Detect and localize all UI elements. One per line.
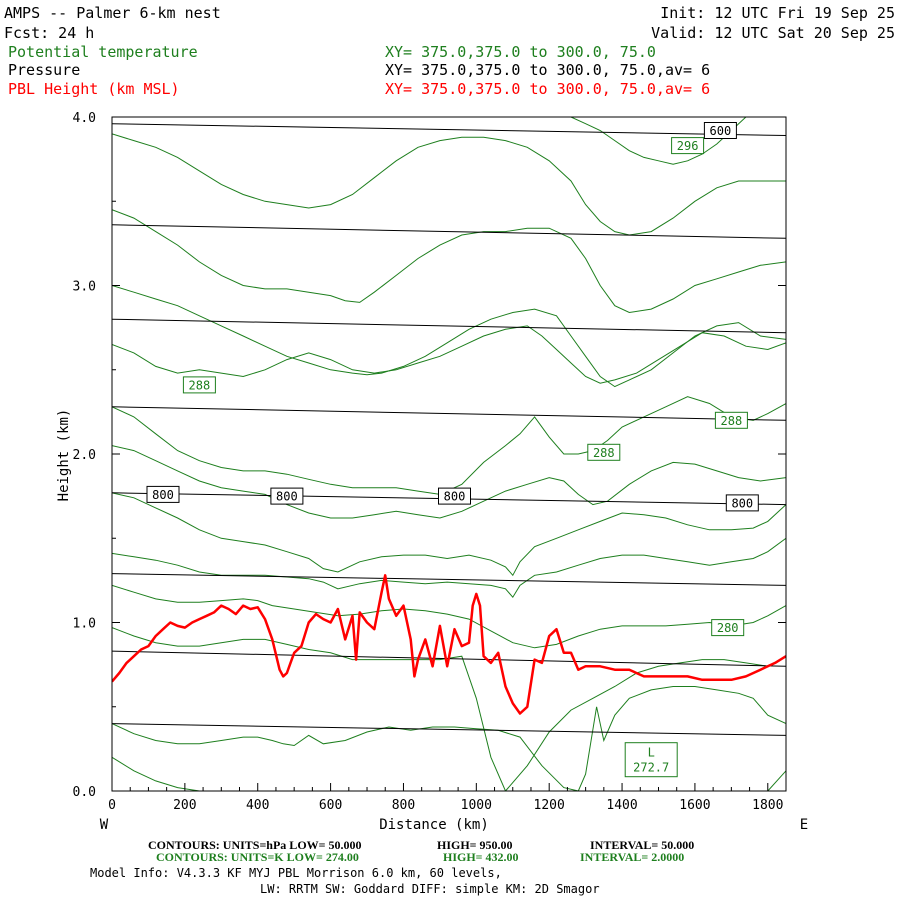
- theta-contour-7: [112, 396, 786, 495]
- theta-contour-8: [112, 325, 786, 384]
- theta-label-2-text: 288: [593, 446, 615, 460]
- isobar-650: [112, 224, 786, 239]
- theta-label-4: 280: [711, 619, 745, 637]
- field-pressure-name: Pressure: [8, 61, 80, 79]
- theta-label-1-text: 288: [189, 378, 211, 392]
- x-tick-label-0: 0: [108, 798, 116, 813]
- low-value: 272.7: [633, 761, 669, 775]
- field-pressure-xy: XY= 375.0,375.0 to 300.0, 75.0,av= 6: [385, 61, 710, 79]
- valid-time: Valid: 12 UTC Sat 20 Sep 25: [651, 24, 895, 42]
- pbl-height-line: [112, 574, 786, 715]
- x-tick-label-1600: 1600: [679, 798, 710, 813]
- theta-contour-10: [112, 209, 786, 314]
- init-time: Init: 12 UTC Fri 19 Sep 25: [660, 4, 895, 22]
- isobar-750: [112, 406, 786, 421]
- theta-contour-3: [112, 584, 786, 649]
- isobar-950: [112, 723, 786, 736]
- x-tick-label-600: 600: [319, 798, 342, 813]
- model-info-line2: LW: RRTM SW: Goddard DIFF: simple KM: 2D…: [260, 882, 600, 896]
- field-pbl-name: PBL Height (km MSL): [8, 80, 180, 98]
- theta-contour-5: [112, 492, 786, 577]
- theta-label-3: 288: [714, 411, 748, 429]
- isobar-700: [112, 318, 786, 334]
- y-axis-label: Height (km): [56, 409, 72, 502]
- theta-label-1: 288: [182, 376, 216, 394]
- theta-contour-1: [112, 686, 786, 791]
- y-tick-label-1: 1.0: [73, 617, 96, 632]
- isobar-label-2-text: 800: [276, 490, 298, 504]
- y-tick-label-2: 2.0: [73, 448, 96, 463]
- isobar-label-1-text: 800: [152, 488, 174, 502]
- theta-label-3-text: 288: [721, 414, 743, 428]
- isobar-label-1: 800: [146, 485, 180, 503]
- theta-contour-12: [549, 117, 747, 165]
- theta-contour-high: HIGH= 432.00: [443, 850, 519, 864]
- x-tick-label-200: 200: [173, 798, 196, 813]
- theta-label-0-text: 296: [677, 139, 699, 153]
- x-tick-label-400: 400: [246, 798, 269, 813]
- theta-contour-11: [112, 133, 786, 236]
- y-tick-label-4: 4.0: [73, 111, 96, 126]
- isobar-850: [112, 573, 786, 586]
- isobar-600: [112, 123, 786, 136]
- forecast-hour: Fcst: 24 h: [4, 24, 94, 42]
- x-tick-label-800: 800: [392, 798, 415, 813]
- chart-title: AMPS -- Palmer 6-km nest: [4, 4, 221, 22]
- x-tick-label-1400: 1400: [606, 798, 637, 813]
- isobar-label-4: 800: [725, 494, 759, 512]
- x-tick-label-1000: 1000: [461, 798, 492, 813]
- y-tick-label-3: 3.0: [73, 280, 96, 295]
- pbl-height-series: [112, 574, 786, 715]
- x-axis-label: Distance (km): [379, 817, 489, 833]
- model-info-line1: Model Info: V4.3.3 KF MYJ PBL Morrison 6…: [90, 866, 502, 880]
- pressure-contour-info: CONTOURS: UNITS=hPa LOW= 50.000: [148, 838, 362, 852]
- x-tick-label-1800: 1800: [752, 798, 783, 813]
- theta-label-0: 296: [671, 137, 705, 155]
- isobar-label-0: 600: [703, 122, 737, 139]
- theta-contour-info: CONTOURS: UNITS=K LOW= 274.00: [156, 850, 359, 864]
- theta-contour-9: [112, 285, 786, 388]
- field-theta-name: Potential temperature: [8, 43, 198, 61]
- isobar-label-4-text: 800: [731, 496, 753, 510]
- west-label: W: [100, 817, 109, 833]
- x-tick-label-1200: 1200: [534, 798, 565, 813]
- field-pbl-xy: XY= 375.0,375.0 to 300.0, 75.0,av= 6: [385, 80, 710, 98]
- theta-contour-0: [112, 756, 786, 791]
- theta-contour-4: [112, 537, 786, 599]
- isobar-label-0-text: 600: [710, 124, 732, 138]
- pressure-contour-interval: INTERVAL= 50.000: [590, 838, 694, 852]
- east-label: E: [800, 817, 808, 833]
- isobar-label-3: 800: [438, 487, 471, 505]
- theta-contour-6: [112, 445, 786, 519]
- y-tick-label-0: 0.0: [73, 785, 96, 800]
- isobar-label-2: 800: [270, 487, 304, 505]
- theta-label-4-text: 280: [717, 621, 739, 635]
- theta-label-2: 288: [587, 443, 621, 461]
- isobar-label-3-text: 800: [444, 490, 466, 504]
- plot-frame: [111, 116, 787, 792]
- low-letter: L: [648, 746, 655, 760]
- theta-contour-interval: INTERVAL= 2.0000: [580, 850, 684, 864]
- theta-contours: [112, 117, 786, 791]
- axes: 0 200 400 600 800 1000 1200 1400 1600 1800 0.0 1.0 2…: [73, 111, 786, 813]
- pressure-contour-high: HIGH= 950.00: [437, 838, 513, 852]
- field-theta-xy: XY= 375.0,375.0 to 300.0, 75.0: [385, 43, 656, 61]
